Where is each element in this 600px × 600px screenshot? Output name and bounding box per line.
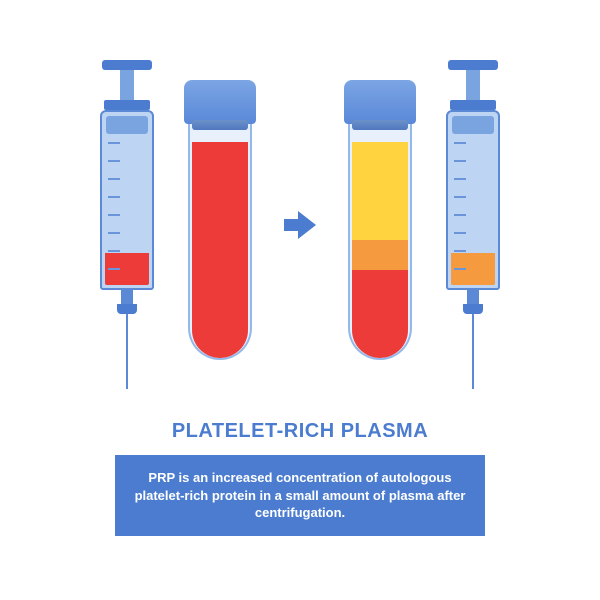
syringe-blood	[92, 60, 162, 390]
needle	[126, 314, 128, 389]
diagram-area	[0, 50, 600, 400]
plunger-head	[452, 116, 494, 134]
syringe-barrel	[100, 110, 154, 290]
plunger-rod	[120, 70, 134, 100]
syringe-prp	[438, 60, 508, 390]
syringe-tip	[467, 290, 479, 304]
plunger-head	[106, 116, 148, 134]
arrow-icon	[278, 205, 322, 245]
description-box: PRP is an increased concentration of aut…	[115, 455, 485, 536]
tube-layer	[352, 270, 408, 358]
plunger-stopper	[104, 100, 150, 110]
tube-cap	[344, 80, 416, 124]
plunger-rod	[466, 70, 480, 100]
needle-hub	[117, 304, 137, 314]
tube-glass	[188, 120, 252, 360]
tube-cap	[184, 80, 256, 124]
tube-separated	[340, 80, 420, 370]
tube-glass	[348, 120, 412, 360]
plunger-top	[102, 60, 152, 70]
infographic-title: PLATELET-RICH PLASMA	[0, 420, 600, 443]
tube-layer	[352, 142, 408, 240]
tube-layer	[192, 142, 248, 358]
plunger-top	[448, 60, 498, 70]
tube-whole-blood	[180, 80, 260, 370]
tube-layer	[352, 240, 408, 270]
needle-hub	[463, 304, 483, 314]
arrow-svg	[280, 205, 320, 245]
syringe-tip	[121, 290, 133, 304]
plunger-stopper	[450, 100, 496, 110]
needle	[472, 314, 474, 389]
syringe-barrel	[446, 110, 500, 290]
